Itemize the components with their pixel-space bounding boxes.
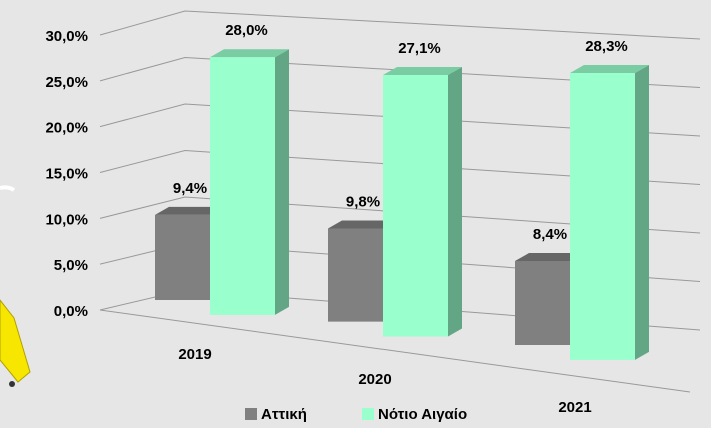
grid-line <box>99 10 701 40</box>
floor-edge <box>99 309 691 393</box>
legend-swatch <box>362 408 374 420</box>
bar-top <box>383 66 462 75</box>
bar <box>210 49 289 315</box>
bar-front <box>570 73 635 360</box>
y-tick-label: 0,0% <box>54 303 88 320</box>
decoration <box>9 381 15 387</box>
y-tick-label: 20,0% <box>45 120 88 137</box>
grid-line <box>99 196 701 234</box>
y-tick-label: 30,0% <box>45 28 88 45</box>
decoration <box>0 299 31 383</box>
bar-front <box>515 261 577 345</box>
bar-front <box>383 74 448 337</box>
value-label: 28,0% <box>225 22 268 39</box>
legend-swatch <box>245 408 257 420</box>
bar-side <box>275 49 289 315</box>
bar-front <box>210 57 275 315</box>
y-tick-label: 15,0% <box>45 165 88 182</box>
value-label: 9,8% <box>346 193 380 210</box>
legend-label: Νότιο Αιγαίο <box>378 406 467 423</box>
bar <box>383 66 462 337</box>
bar-top <box>210 49 289 58</box>
bar-front <box>328 228 390 322</box>
x-tick-label: 2019 <box>178 346 211 363</box>
legend-label: Αττική <box>261 406 307 423</box>
y-tick-label: 25,0% <box>45 74 88 91</box>
grid-line <box>99 149 701 185</box>
x-tick-label: 2020 <box>358 371 391 388</box>
value-label: 27,1% <box>398 40 441 57</box>
decoration <box>0 185 16 192</box>
bar-side <box>448 66 462 337</box>
value-label: 9,4% <box>173 180 207 197</box>
grid-line <box>99 103 701 137</box>
bar <box>570 65 649 360</box>
y-tick-label: 10,0% <box>45 211 88 228</box>
bar-top <box>570 65 649 74</box>
bar-front <box>155 214 217 300</box>
x-tick-label: 2021 <box>558 399 591 416</box>
value-label: 8,4% <box>533 226 567 243</box>
grid-line <box>99 56 701 88</box>
y-tick-label: 5,0% <box>54 257 88 274</box>
bar-side <box>635 65 649 360</box>
value-label: 28,3% <box>585 38 628 55</box>
